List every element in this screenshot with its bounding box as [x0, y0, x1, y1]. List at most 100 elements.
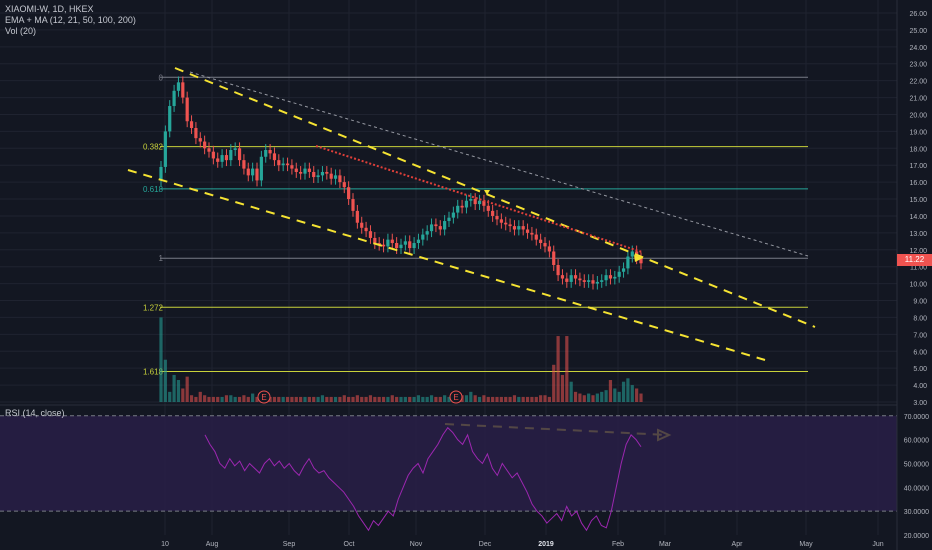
red-resistance-line: [315, 145, 643, 253]
volume-bar: [255, 396, 259, 402]
candle-body: [412, 243, 416, 249]
volume-bar: [477, 396, 482, 402]
price-tick-label: 18.00: [909, 146, 927, 153]
volume-bar: [185, 376, 189, 402]
candle-body: [447, 217, 451, 222]
volume-bar: [591, 395, 595, 402]
volume-bar: [277, 396, 281, 402]
volume-bar: [294, 396, 298, 402]
volume-bar: [639, 393, 643, 402]
candle-body: [499, 219, 503, 223]
candle-body: [264, 149, 268, 157]
candle-body: [181, 82, 185, 98]
price-tick-label: 16.00: [909, 180, 927, 187]
price-tick-label: 8.00: [913, 315, 927, 322]
price-tick-label: 26.00: [909, 11, 927, 18]
volume-bar: [621, 381, 626, 402]
candles: [159, 76, 643, 290]
candle-body: [552, 251, 556, 266]
volume-bar: [312, 396, 316, 402]
volume-bar: [482, 395, 486, 402]
moving-average-legend[interactable]: EMA + MA (12, 21, 50, 100, 200): [5, 15, 136, 25]
candle-body: [582, 280, 586, 282]
candle-body: [600, 280, 604, 282]
candle-body: [521, 226, 525, 230]
candle-body: [255, 168, 259, 181]
volume-bar: [303, 396, 307, 402]
volume-bar: [635, 388, 639, 402]
volume-bar: [181, 388, 185, 402]
candle-body: [381, 244, 386, 247]
candle-body: [534, 234, 538, 240]
volume-bar: [626, 378, 630, 402]
candle-body: [163, 131, 167, 167]
candle-body: [185, 97, 189, 122]
breakout-marker-icon: [634, 255, 643, 262]
volume-bar: [360, 396, 364, 402]
fib-level-label: 0.382: [143, 143, 164, 152]
fib-level-label: 1: [159, 254, 164, 263]
volume-bar: [329, 396, 333, 402]
volume-bar: [504, 396, 508, 402]
candle-body: [547, 246, 551, 252]
candle-body: [172, 90, 176, 107]
candle-body: [368, 231, 373, 238]
candle-body: [587, 280, 591, 282]
candle-body: [303, 168, 307, 174]
price-tick-label: 25.00: [909, 28, 927, 35]
price-tick-label: 21.00: [909, 96, 927, 103]
volume-bar: [491, 396, 495, 402]
candle-body: [386, 239, 390, 247]
volume-bar: [495, 396, 499, 402]
earnings-markers[interactable]: E E: [257, 390, 463, 404]
time-tick-label: Feb: [612, 541, 624, 548]
volume-bar: [189, 395, 194, 402]
candle-body: [403, 241, 407, 245]
candle-body: [342, 182, 346, 188]
trend-lines: [127, 67, 816, 442]
candle-body: [613, 276, 617, 279]
volume-bar: [486, 396, 490, 402]
volume-bar: [434, 396, 438, 402]
candle-body: [473, 199, 477, 205]
candle-body: [416, 239, 421, 244]
time-tick-label: Mar: [659, 541, 672, 548]
candle-body: [373, 237, 377, 244]
volume-bar: [207, 396, 211, 402]
price-tick-label: 19.00: [909, 129, 927, 136]
volume-bar: [229, 395, 233, 402]
rsi-legend[interactable]: RSI (14, close): [5, 408, 65, 418]
volume-bar: [285, 396, 290, 402]
volume-legend[interactable]: Vol (20): [5, 26, 37, 36]
fib-levels: 0 0.382 0.618 1 1.272 1.618: [143, 73, 808, 377]
candle-body: [626, 256, 630, 269]
volume-bar: [216, 396, 220, 402]
volume-bar: [573, 391, 578, 402]
candle-body: [338, 175, 342, 183]
candle-body: [364, 227, 368, 232]
volume-bar: [381, 396, 386, 402]
candle-body: [495, 215, 499, 220]
volume-bar: [224, 395, 229, 402]
volume-bar: [512, 395, 517, 402]
volume-bar: [521, 396, 525, 402]
candle-body: [316, 175, 320, 178]
candle-body: [294, 168, 298, 172]
candle-body: [408, 241, 412, 249]
candle-body: [595, 281, 599, 284]
volume-bar: [377, 396, 381, 402]
time-tick-label: Aug: [206, 541, 219, 548]
volume-bar: [565, 336, 569, 402]
chart-symbol-title: XIAOMI-W, 1D, HKEX: [5, 4, 94, 14]
candle-body: [429, 224, 434, 232]
candle-body: [277, 160, 281, 166]
rsi-tick-label: 20.0000: [904, 533, 929, 540]
candle-body: [268, 149, 272, 154]
candle-body: [434, 224, 438, 227]
candle-body: [285, 163, 290, 166]
price-tick-label: 20.00: [909, 112, 927, 119]
price-tick-label: 13.00: [909, 231, 927, 238]
candle-body: [464, 200, 469, 208]
volume-bar: [368, 395, 373, 402]
